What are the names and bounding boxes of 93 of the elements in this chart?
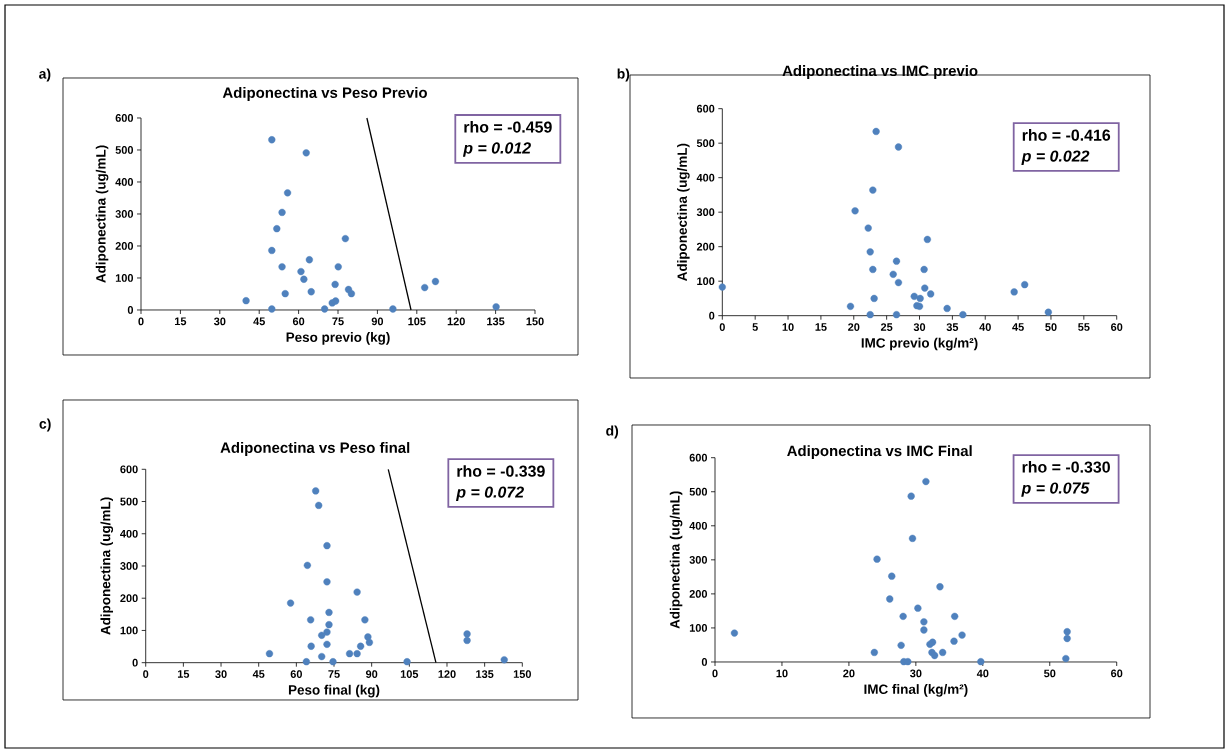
x-tick-label: 120 xyxy=(447,317,465,326)
x-tick-label: 15 xyxy=(177,670,190,678)
y-tick-label: 200 xyxy=(115,242,134,250)
x-tick-label: 30 xyxy=(913,323,926,331)
y-tick-label: 500 xyxy=(696,139,715,148)
y-tick-label: 400 xyxy=(115,178,134,186)
y-tick-label: 400 xyxy=(689,521,708,530)
x-tick-label: 40 xyxy=(976,669,989,678)
x-tick-label: 120 xyxy=(438,670,456,678)
y-tick-label: 500 xyxy=(115,146,134,154)
x-tick-label: 150 xyxy=(526,317,544,326)
x-tick-label: 60 xyxy=(1111,669,1123,678)
y-tick-label: 500 xyxy=(689,487,708,496)
annotation: rho = -0.416 xyxy=(1022,129,1111,141)
x-tick-label: 60 xyxy=(1111,323,1123,331)
y-tick-label: 100 xyxy=(697,277,715,286)
annotation: p = 0.022 xyxy=(1021,150,1090,165)
y-axis-title: Adiponectina (ug/mL) xyxy=(100,497,114,635)
x-tick-label: 10 xyxy=(782,323,794,331)
x-axis-title: Peso previo (kg) xyxy=(286,332,390,345)
chart-title: Adiponectina vs IMC Final xyxy=(787,445,972,460)
x-tick-label: 45 xyxy=(1012,323,1024,331)
x-tick-label: 25 xyxy=(880,323,893,331)
y-tick-label: 100 xyxy=(689,624,708,632)
y-axis-title: Adiponectina (ug/mL) xyxy=(669,491,683,629)
x-tick-label: 30 xyxy=(910,669,922,678)
y-tick-label: 400 xyxy=(696,173,715,182)
y-tick-label: 0 xyxy=(127,306,134,314)
annotation: p = 0.012 xyxy=(462,142,531,157)
y-axis-title: Adiponectina (ug/mL) xyxy=(95,145,109,283)
x-tick-label: 90 xyxy=(365,670,378,678)
x-tick-label: 55 xyxy=(1078,323,1090,331)
x-tick-label: 20 xyxy=(843,669,855,678)
x-tick-label: 45 xyxy=(252,670,265,678)
text: a) xyxy=(39,68,51,82)
annotation: rho = -0.330 xyxy=(1022,461,1110,473)
y-tick-label: 400 xyxy=(120,529,138,538)
chart-title: Adiponectina vs Peso Previo xyxy=(222,86,427,101)
annotation: rho = -0.459 xyxy=(464,121,552,133)
y-tick-label: 200 xyxy=(696,242,715,251)
x-tick-label: 75 xyxy=(328,670,340,678)
x-tick-label: 15 xyxy=(815,323,827,331)
y-tick-label: 600 xyxy=(696,104,715,113)
x-axis-title: IMC previo (kg/m²) xyxy=(861,337,978,351)
text: b) xyxy=(617,68,630,82)
x-axis-title: IMC final (kg/m²) xyxy=(864,684,968,697)
x-tick-label: 150 xyxy=(513,670,531,678)
text: d) xyxy=(606,425,619,439)
x-tick-label: 30 xyxy=(213,317,226,326)
x-tick-label: 30 xyxy=(215,670,227,678)
y-tick-label: 600 xyxy=(120,465,138,474)
x-tick-label: 0 xyxy=(143,670,149,678)
x-tick-label: 135 xyxy=(476,670,494,678)
y-tick-label: 0 xyxy=(701,658,708,666)
x-tick-label: 60 xyxy=(292,317,305,326)
y-axis-title: Adiponectina (ug/mL) xyxy=(677,143,690,281)
annotation: p = 0.072 xyxy=(455,486,524,501)
y-tick-label: 600 xyxy=(689,453,708,462)
chart-title: Adiponectina vs IMC previo xyxy=(782,65,978,80)
annotation: rho = -0.339 xyxy=(457,465,545,477)
x-tick-label: 10 xyxy=(776,669,788,678)
y-tick-label: 0 xyxy=(132,658,138,667)
x-tick-label: 35 xyxy=(946,323,959,331)
y-tick-label: 0 xyxy=(709,311,715,320)
x-tick-label: 75 xyxy=(332,317,344,326)
y-tick-label: 300 xyxy=(115,210,134,218)
x-tick-label: 90 xyxy=(371,317,384,326)
text: c) xyxy=(39,418,51,432)
x-tick-label: 50 xyxy=(1044,669,1056,678)
x-tick-label: 45 xyxy=(253,317,265,326)
y-tick-label: 500 xyxy=(120,497,138,506)
x-tick-label: 135 xyxy=(487,317,505,326)
x-tick-label: 0 xyxy=(138,317,144,326)
y-tick-label: 100 xyxy=(120,626,138,635)
x-tick-label: 40 xyxy=(979,323,991,331)
x-tick-label: 20 xyxy=(848,323,860,331)
y-tick-label: 100 xyxy=(115,274,134,282)
x-tick-label: 105 xyxy=(408,317,426,326)
x-tick-label: 50 xyxy=(1045,323,1057,331)
x-tick-label: 60 xyxy=(290,670,302,678)
y-tick-label: 200 xyxy=(120,594,138,603)
x-tick-label: 15 xyxy=(175,317,187,326)
y-tick-label: 200 xyxy=(689,590,708,598)
y-tick-label: 300 xyxy=(696,208,715,217)
chart-title: Adiponectina vs Peso final xyxy=(220,442,410,456)
y-tick-label: 300 xyxy=(120,562,138,570)
x-tick-label: 105 xyxy=(400,670,419,678)
y-tick-label: 600 xyxy=(115,114,134,122)
annotation: p = 0.075 xyxy=(1021,482,1090,497)
x-tick-label: 5 xyxy=(752,323,758,331)
y-tick-label: 300 xyxy=(689,555,708,564)
x-tick-label: 0 xyxy=(719,323,725,331)
x-axis-title: Peso final (kg) xyxy=(288,684,380,698)
